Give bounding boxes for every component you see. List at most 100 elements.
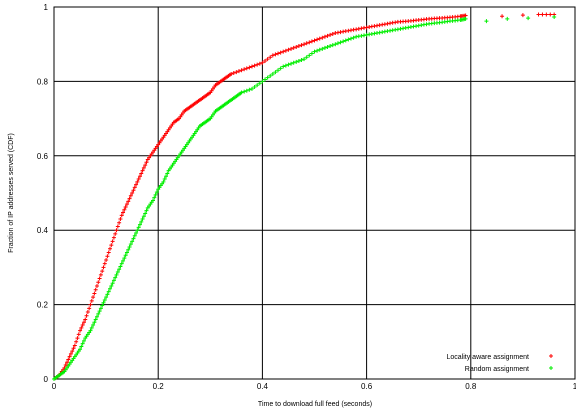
data-point: [72, 343, 77, 348]
data-point: [106, 250, 111, 255]
data-point: [294, 59, 299, 64]
data-point: [328, 44, 333, 49]
data-point: [338, 40, 343, 45]
data-point: [140, 168, 145, 173]
data-point: [229, 71, 234, 76]
data-point: [122, 256, 127, 261]
data-point: [325, 44, 330, 49]
data-point: [126, 199, 131, 204]
data-point: [118, 264, 123, 269]
data-point: [299, 43, 304, 48]
data-point: [127, 244, 132, 249]
legend: Locality aware assignment Random assignm…: [447, 354, 553, 373]
data-point: [102, 261, 107, 266]
data-point: [123, 253, 128, 258]
data-point: [247, 87, 252, 92]
data-point: [100, 303, 105, 308]
data-point: [101, 300, 106, 305]
data-point: [111, 278, 116, 283]
data-point: [540, 12, 545, 17]
data-point: [270, 71, 275, 76]
legend-label-locality: Locality aware assignment: [447, 354, 530, 361]
data-point: [255, 83, 260, 88]
series-random: [52, 15, 557, 381]
y-axis-label: Fraction of IP addresses served (CDF): [8, 133, 15, 253]
data-point: [341, 39, 346, 44]
data-point: [234, 70, 239, 75]
data-point: [80, 323, 85, 328]
data-point: [165, 171, 170, 176]
x-tick-label: 0.4: [257, 382, 269, 391]
x-tick-label: 1: [573, 382, 576, 391]
data-point: [265, 75, 270, 80]
data-point: [105, 292, 110, 297]
x-tick-label: 0.8: [465, 382, 477, 391]
data-point: [265, 57, 270, 62]
data-point: [79, 344, 84, 349]
data-point: [75, 336, 80, 341]
y-tick-label: 1: [44, 3, 49, 12]
data-point: [117, 267, 122, 272]
data-point: [544, 12, 549, 17]
data-point: [307, 53, 312, 58]
data-point: [242, 89, 247, 94]
data-point: [276, 51, 281, 56]
data-point: [102, 297, 107, 302]
data-point: [289, 46, 294, 51]
y-tick-label: 0.2: [37, 301, 49, 310]
data-point: [463, 13, 468, 18]
tick-labels: 0 0.2 0.4 0.6 0.8 1 0 0.2 0.4 0.6 0.8 1: [37, 3, 576, 391]
data-point: [92, 291, 97, 296]
data-point: [131, 188, 136, 193]
data-point: [91, 295, 96, 300]
data-point: [252, 63, 257, 68]
data-point: [121, 258, 126, 263]
data-point: [302, 57, 307, 62]
data-point: [113, 275, 118, 280]
data-point: [263, 77, 268, 82]
data-point: [249, 86, 254, 91]
legend-marker-random: [549, 366, 553, 370]
data-point: [118, 217, 123, 222]
data-point: [317, 47, 322, 52]
data-point: [122, 207, 127, 212]
data-point: [108, 286, 113, 291]
data-point: [105, 254, 110, 259]
data-point: [91, 323, 96, 328]
data-point: [127, 196, 132, 201]
data-point: [84, 313, 89, 318]
data-point: [276, 68, 281, 73]
data-point: [136, 177, 141, 182]
data-point: [150, 198, 155, 203]
data-point: [121, 210, 126, 215]
data-point: [63, 363, 68, 368]
data-point: [320, 46, 325, 51]
data-point: [126, 247, 131, 252]
data-point: [309, 51, 314, 56]
data-point: [286, 47, 291, 52]
data-point: [526, 16, 531, 21]
data-point: [128, 242, 133, 247]
data-point: [317, 36, 322, 41]
data-point: [520, 13, 525, 18]
data-point: [328, 32, 333, 37]
x-tick-label: 0.6: [361, 382, 373, 391]
legend-markers: [549, 354, 553, 370]
data-point: [96, 311, 101, 316]
data-point: [294, 44, 299, 49]
data-point: [322, 45, 327, 50]
data-point: [119, 261, 124, 266]
data-point: [312, 49, 317, 54]
data-point: [247, 65, 252, 70]
data-point: [113, 231, 118, 236]
data-point: [268, 55, 273, 60]
data-point: [67, 354, 72, 359]
data-point: [132, 233, 137, 238]
data-point: [312, 38, 317, 43]
data-point: [144, 160, 149, 165]
data-point: [315, 37, 320, 42]
data-point: [286, 62, 291, 67]
data-point: [333, 42, 338, 47]
data-point: [231, 71, 236, 76]
